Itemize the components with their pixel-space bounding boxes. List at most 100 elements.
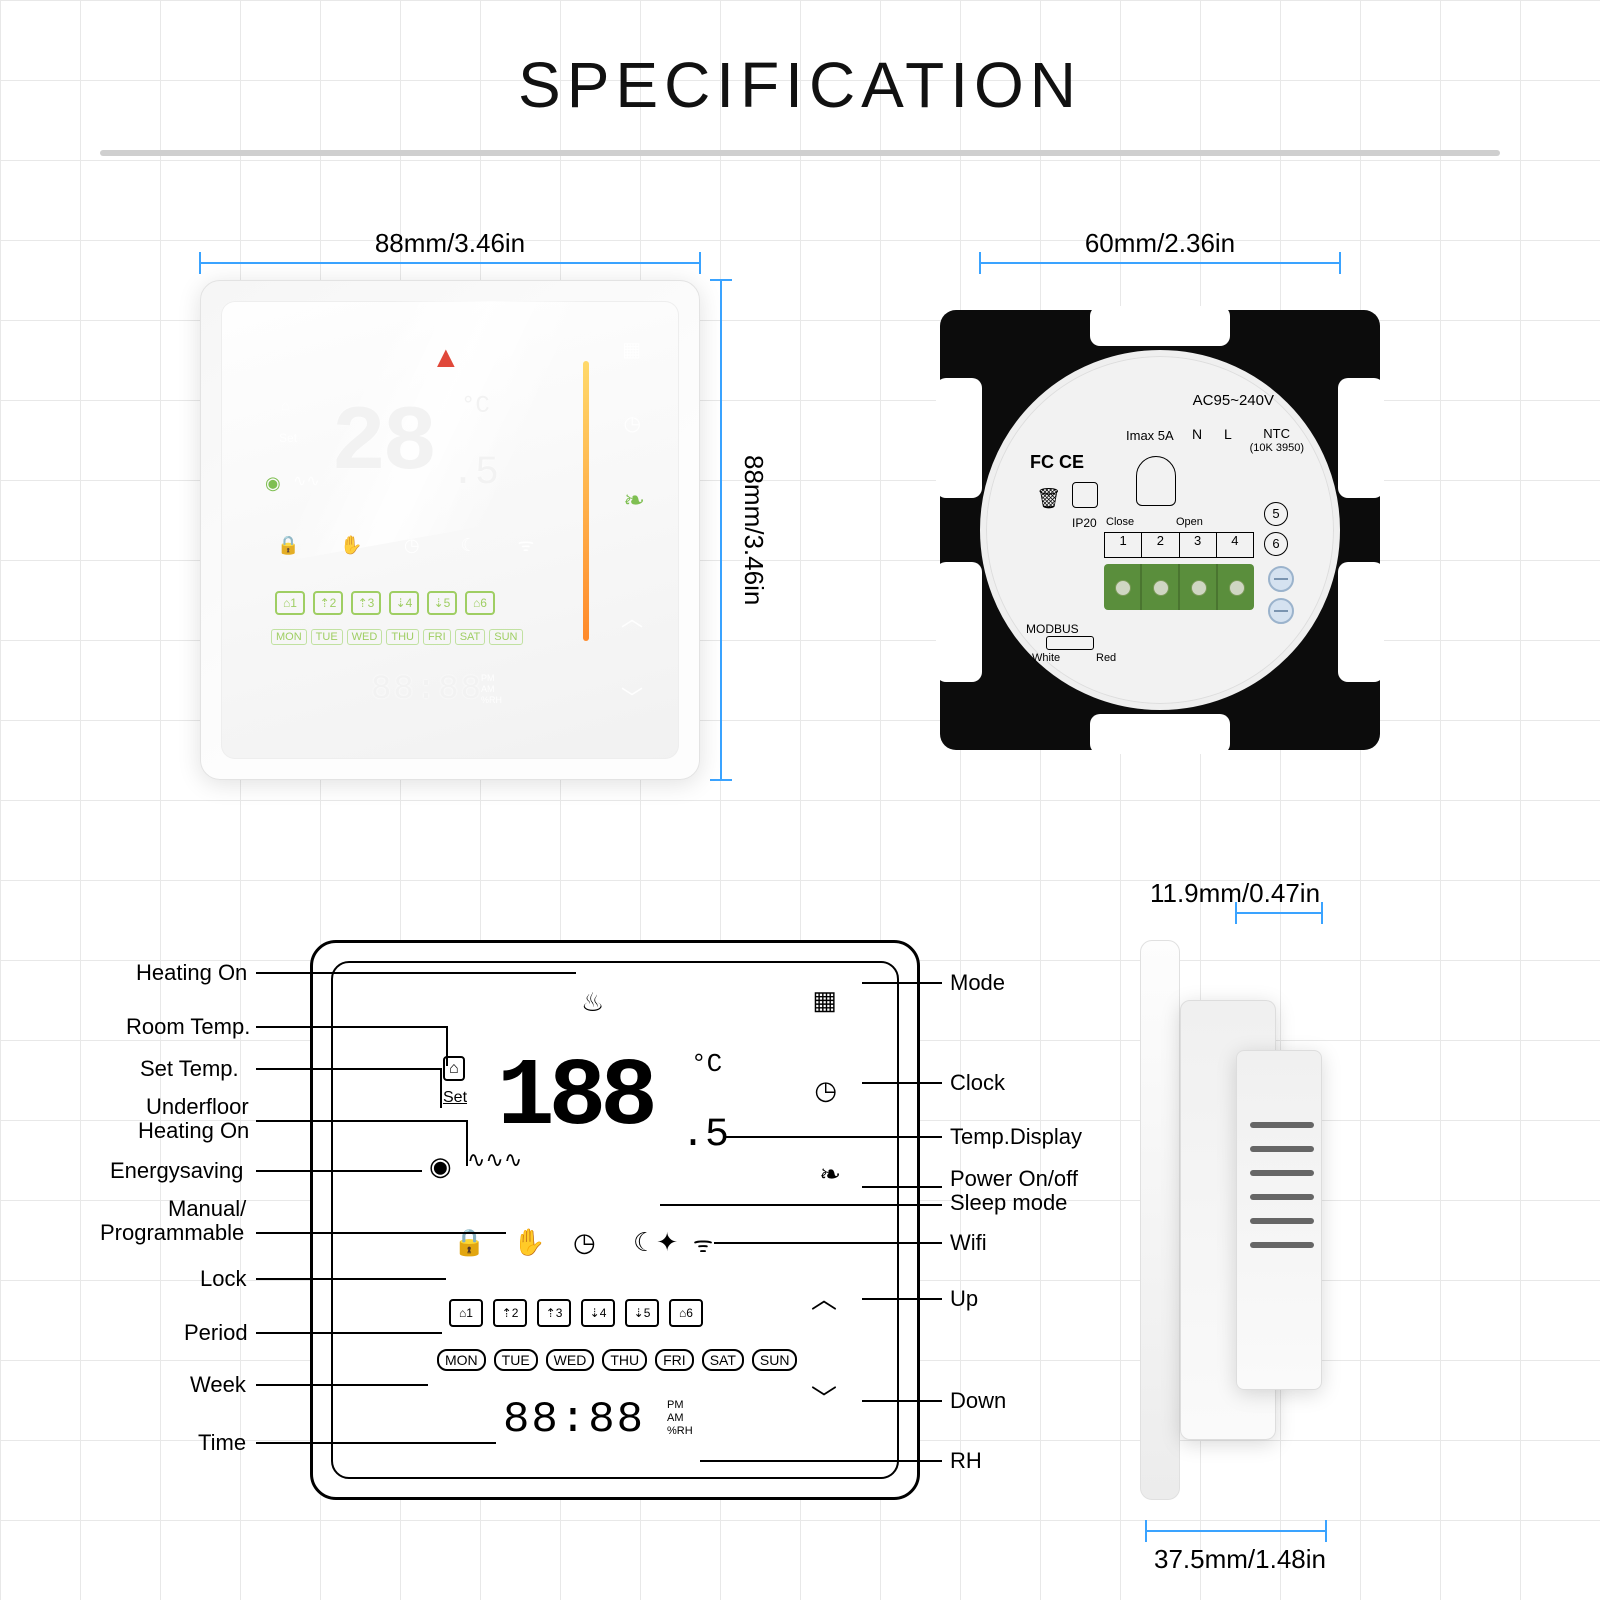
d-flame-icon: ♨ — [581, 987, 604, 1018]
time-value: 88:88 — [371, 671, 483, 709]
bulb-icon — [1136, 456, 1176, 506]
d-mode-icon: ▦ — [812, 985, 837, 1016]
front-dim-right-tick-t — [710, 279, 732, 281]
d-clock2-icon: ◷ — [573, 1227, 596, 1258]
leaf-icon: ❧ — [623, 485, 645, 516]
red-label: Red — [1096, 652, 1116, 664]
rl-mode — [862, 982, 942, 984]
front-dim-top-line — [200, 262, 700, 264]
l-label: L — [1224, 426, 1232, 442]
side-terminal-6: 6 — [1264, 532, 1288, 556]
close-label: Close — [1106, 516, 1134, 528]
ll-manual — [256, 1232, 506, 1234]
underfloor-icon: ∿∿ — [293, 471, 320, 491]
temp-unit: °C — [461, 393, 490, 420]
side-dim-top-line — [1236, 912, 1322, 914]
d-eco-icon: ◉ — [429, 1151, 452, 1182]
rl-up — [862, 1298, 942, 1300]
thermostat-front: ▲ ▦ ◷ ❧ ︿ ﹀ ⌂ Set ◉ ∿∿ 28 .5 °C 🔒 ✋ ◷ ☾ … — [200, 280, 700, 780]
temp-scale-bar — [583, 361, 589, 641]
front-dim-top-tick-l — [199, 252, 201, 274]
page-title: SPECIFICATION — [0, 48, 1600, 122]
ip-label: IP20 — [1072, 516, 1097, 530]
terminal-block — [1104, 564, 1254, 610]
back-dim-top-line — [980, 262, 1340, 264]
icon-diagram-inner: ♨ ▦ ◷ ❧ ᯤ ︿ ﹀ ⌂ Set ◉ ∿∿∿ 🔒 ✋ ◷ ☾✦ 188 .… — [331, 961, 899, 1479]
notch-t — [1090, 306, 1230, 346]
ll-room-v — [446, 1026, 448, 1066]
d-days-row: MON TUE WED THU FRI SAT SUN — [437, 1349, 797, 1371]
notch-tr — [1338, 378, 1384, 498]
grille-6 — [1250, 1242, 1314, 1248]
ntc-label: NTC — [1263, 426, 1290, 441]
ll-under — [256, 1120, 466, 1122]
rl-temp — [726, 1136, 942, 1138]
side-dim-top-tick-l — [1235, 902, 1237, 924]
side-front-panel — [1140, 940, 1180, 1500]
ll-room — [256, 1026, 446, 1028]
ll-under-v — [466, 1120, 468, 1166]
side-terminal-5: 5 — [1264, 502, 1288, 526]
ll-week — [256, 1384, 428, 1386]
open-label: Open — [1176, 516, 1203, 528]
thermostat-screen: ▲ ▦ ◷ ❧ ︿ ﹀ ⌂ Set ◉ ∿∿ 28 .5 °C 🔒 ✋ ◷ ☾ … — [221, 301, 679, 759]
rl-leaf — [862, 1186, 942, 1188]
screw-right-1 — [1268, 566, 1294, 592]
grille-3 — [1250, 1170, 1314, 1176]
ll-set — [256, 1068, 440, 1070]
mode-row: 🔒 ✋ ◷ ☾ ᯤ — [277, 533, 552, 557]
temp-value: 28 — [331, 391, 433, 496]
back-dim-top-tick-l — [979, 252, 981, 274]
temp-decimal: .5 — [451, 451, 499, 496]
back-dim-top-label: 60mm/2.36in — [980, 228, 1340, 259]
notch-bl — [936, 562, 982, 682]
d-leaf-icon: ❧ — [819, 1159, 841, 1190]
d-hand-icon: ✋ — [513, 1227, 545, 1258]
notch-b — [1090, 714, 1230, 754]
grille-2 — [1250, 1146, 1314, 1152]
rl-sleep — [660, 1204, 942, 1206]
period-row: ⌂1 ⇡2 ⇡3 ⇣4 ⇣5 ⌂6 — [275, 591, 495, 615]
rl-down — [862, 1400, 942, 1402]
voltage-label: AC95~240V — [1193, 392, 1274, 409]
ll-lock — [256, 1278, 446, 1280]
imax-label: Imax 5A — [1126, 428, 1174, 443]
side-dim-top-tick-r — [1321, 902, 1323, 924]
notch-br — [1338, 562, 1384, 682]
back-circle: AC95~240V Imax 5A N L NTC (10K 3950) FC … — [980, 350, 1340, 710]
d-temp: 188 — [497, 1043, 652, 1152]
d-set-label: Set — [443, 1089, 467, 1107]
rl-clock — [862, 1082, 942, 1084]
screw-right-2 — [1268, 598, 1294, 624]
d-time: 88:88 — [503, 1395, 645, 1445]
modbus-port — [1046, 636, 1094, 650]
shock-icon — [1072, 482, 1098, 508]
white-label: White — [1032, 652, 1060, 664]
d-temp-unit: °C — [691, 1049, 722, 1079]
flame-icon: ▲ — [431, 341, 461, 375]
front-dim-right-label: 88mm/3.46in — [738, 280, 769, 780]
d-up-icon: ︿ — [811, 1279, 837, 1316]
d-wifi-icon: ᯤ — [693, 1229, 713, 1259]
up-icon: ︿ — [621, 601, 643, 633]
time-suffix: PMAM%RH — [481, 673, 502, 706]
title-underline — [100, 150, 1500, 156]
d-ampm: PM AM %RH — [667, 1399, 693, 1438]
d-temp-dec: .5 — [681, 1113, 729, 1158]
rl-rh — [700, 1460, 942, 1462]
front-dim-top-label: 88mm/3.46in — [200, 228, 700, 259]
grille-5 — [1250, 1218, 1314, 1224]
terminal-frame: 1 2 3 4 — [1104, 532, 1254, 558]
weee-icon: 🗑 — [1036, 486, 1061, 511]
d-down-icon: ﹀ — [811, 1379, 837, 1416]
back-dim-top-tick-r — [1339, 252, 1341, 274]
ll-heating — [256, 972, 576, 974]
n-label: N — [1192, 426, 1202, 442]
grille-4 — [1250, 1194, 1314, 1200]
d-clock-icon: ◷ — [814, 1075, 837, 1106]
rl-wifi — [714, 1242, 942, 1244]
front-dim-top-tick-r — [699, 252, 701, 274]
mode-icon: ▦ — [622, 337, 641, 362]
d-moon-icon: ☾✦ — [633, 1227, 678, 1258]
eco-icon: ◉ — [265, 473, 281, 494]
